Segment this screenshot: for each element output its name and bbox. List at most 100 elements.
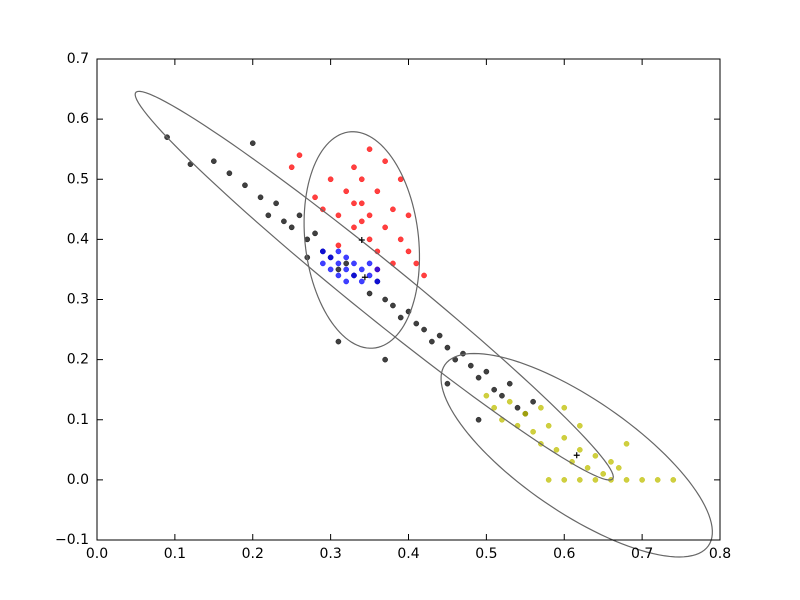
- scatter-point: [405, 248, 412, 255]
- scatter-point: [592, 452, 599, 459]
- x-tick-label: 0.3: [319, 546, 341, 562]
- plot-frame: [96, 58, 721, 541]
- scatter-point: [249, 140, 256, 147]
- x-tick-label: 0.0: [86, 546, 108, 562]
- scatter-point: [366, 272, 373, 279]
- scatter-point: [491, 386, 498, 393]
- scatter-point: [397, 236, 404, 243]
- scatter-point: [491, 404, 498, 411]
- ellipse: [134, 90, 614, 481]
- scatter-point: [561, 477, 568, 483]
- scatter-point: [312, 230, 318, 237]
- scatter-point: [358, 218, 365, 225]
- scatter-point: [319, 248, 326, 255]
- scatter-point: [615, 465, 622, 471]
- scatter-point: [343, 254, 350, 261]
- scatter-point: [312, 194, 318, 201]
- scatter-point: [374, 188, 381, 195]
- scatter-point: [475, 374, 482, 381]
- scatter-point: [358, 278, 365, 285]
- x-tick-label: 0.5: [475, 546, 497, 562]
- scatter-point: [335, 266, 342, 273]
- scatter-point: [327, 254, 334, 261]
- scatter-point: [343, 188, 350, 195]
- scatter-point: [475, 416, 482, 423]
- center-marker: [358, 236, 365, 243]
- scatter-point: [506, 398, 513, 405]
- scatter-point: [319, 260, 326, 267]
- scatter-point: [374, 278, 381, 285]
- scatter-point: [390, 206, 396, 213]
- scatter-point: [530, 398, 536, 405]
- scatter-point: [382, 224, 388, 231]
- scatter-point: [351, 260, 357, 267]
- scatter-point: [335, 212, 342, 219]
- scatter-point: [288, 224, 295, 231]
- scatter-point: [545, 422, 552, 429]
- scatter-point: [242, 182, 248, 189]
- scatter-point: [335, 248, 342, 255]
- scatter-point: [576, 446, 583, 453]
- scatter-point: [366, 146, 373, 153]
- scatter-point: [390, 302, 396, 309]
- scatter-point: [499, 392, 505, 399]
- ellipse: [440, 352, 713, 558]
- scatter-point: [592, 477, 599, 483]
- x-tick-label: 0.2: [242, 546, 264, 562]
- scatter-point: [343, 266, 350, 273]
- y-tick-label: 0.1: [67, 412, 89, 428]
- scatter-point: [530, 428, 536, 435]
- y-tick-label: −0.1: [55, 532, 89, 548]
- scatter-point: [351, 224, 357, 231]
- scatter-point: [623, 440, 630, 447]
- x-tick-label: 0.1: [164, 546, 186, 562]
- scatter-point: [639, 477, 645, 483]
- scatter-point: [296, 212, 303, 219]
- scatter-point: [444, 344, 451, 351]
- scatter-point: [405, 212, 412, 219]
- scatter-point: [538, 404, 544, 411]
- scatter-point: [608, 458, 614, 465]
- scatter-point: [397, 314, 404, 321]
- x-tick-label: 0.6: [553, 546, 575, 562]
- y-tick-label: 0.7: [67, 51, 89, 67]
- scatter-point: [335, 242, 342, 249]
- scatter-point: [514, 404, 521, 411]
- scatter-point: [522, 410, 529, 417]
- scatter-point: [561, 404, 568, 411]
- scatter-point: [382, 356, 388, 363]
- y-tick-label: 0.2: [67, 352, 89, 368]
- scatter-point: [444, 380, 451, 387]
- scatter-point: [421, 326, 427, 333]
- scatter-point: [366, 212, 373, 219]
- scatter-point: [382, 158, 388, 165]
- scatter-point: [366, 236, 373, 243]
- scatter-point: [288, 164, 295, 171]
- y-tick-label: 0.5: [67, 171, 89, 187]
- x-tick-label: 0.7: [631, 546, 653, 562]
- scatter-point: [358, 266, 365, 273]
- scatter-point: [576, 477, 583, 483]
- scatter-point: [623, 477, 630, 483]
- scatter-point: [553, 446, 560, 453]
- scatter-point: [343, 260, 350, 267]
- y-tick-label: 0.3: [67, 292, 89, 308]
- scatter-point: [273, 200, 279, 207]
- scatter-point: [436, 332, 443, 339]
- scatter-point: [358, 200, 365, 207]
- scatter-point: [327, 266, 334, 273]
- scatter-point: [366, 290, 373, 297]
- scatter-point: [366, 260, 373, 267]
- scatter-point: [343, 278, 350, 285]
- scatter-point: [210, 158, 217, 165]
- scatter-point: [351, 164, 357, 171]
- scatter-point: [281, 218, 287, 225]
- scatter-point: [506, 380, 513, 387]
- scatter-point: [382, 296, 388, 303]
- scatter-point: [421, 272, 427, 279]
- ellipse: [303, 131, 421, 349]
- scatter-point: [226, 170, 233, 177]
- scatter-point: [351, 272, 357, 279]
- scatter-point: [265, 212, 272, 219]
